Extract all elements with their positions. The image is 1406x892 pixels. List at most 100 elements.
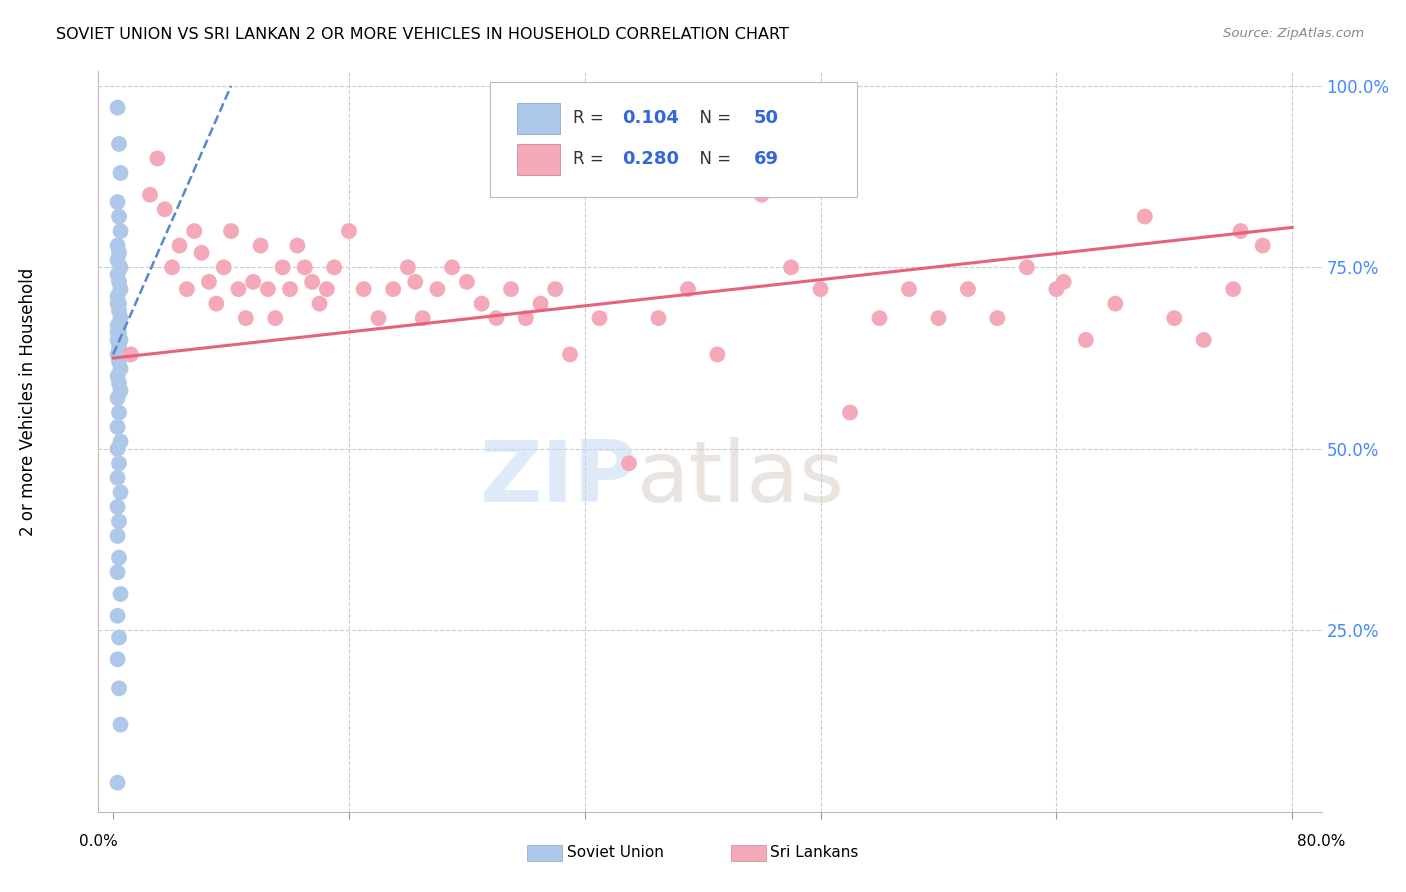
- Point: [110, 282, 132, 296]
- Point: [588, 311, 610, 326]
- Point: [107, 326, 129, 340]
- Point: [107, 471, 129, 485]
- Point: [529, 296, 551, 310]
- Point: [1053, 275, 1076, 289]
- Point: [107, 347, 129, 361]
- Point: [257, 282, 280, 296]
- Point: [108, 275, 131, 289]
- Point: [110, 587, 132, 601]
- Text: SOVIET UNION VS SRI LANKAN 2 OR MORE VEHICLES IN HOUSEHOLD CORRELATION CHART: SOVIET UNION VS SRI LANKAN 2 OR MORE VEH…: [56, 27, 789, 42]
- Point: [108, 631, 131, 645]
- Point: [1163, 311, 1185, 326]
- Point: [110, 362, 132, 376]
- Point: [110, 485, 132, 500]
- Point: [323, 260, 346, 275]
- Text: N =: N =: [689, 150, 737, 168]
- Point: [169, 238, 191, 252]
- Point: [396, 260, 419, 275]
- Point: [146, 152, 169, 166]
- Point: [839, 405, 862, 419]
- Point: [205, 296, 228, 310]
- Point: [927, 311, 949, 326]
- Point: [110, 434, 132, 449]
- Point: [264, 311, 287, 326]
- Point: [107, 608, 129, 623]
- Point: [107, 500, 129, 514]
- Point: [382, 282, 405, 296]
- Point: [108, 405, 131, 419]
- Text: atlas: atlas: [637, 437, 845, 520]
- Point: [287, 238, 309, 252]
- Point: [353, 282, 375, 296]
- Point: [108, 456, 131, 470]
- Point: [456, 275, 478, 289]
- Point: [107, 318, 129, 333]
- Point: [780, 260, 803, 275]
- Point: [471, 296, 494, 310]
- Point: [190, 245, 212, 260]
- Point: [441, 260, 464, 275]
- Point: [108, 136, 131, 151]
- Text: R =: R =: [574, 150, 609, 168]
- Text: 0.280: 0.280: [621, 150, 679, 168]
- Point: [1222, 282, 1244, 296]
- Point: [404, 275, 426, 289]
- Text: 0.104: 0.104: [621, 109, 679, 127]
- Point: [1045, 282, 1067, 296]
- Point: [751, 187, 773, 202]
- Point: [315, 282, 337, 296]
- Point: [956, 282, 979, 296]
- Point: [107, 391, 129, 405]
- Text: 50: 50: [754, 109, 779, 127]
- Point: [110, 333, 132, 347]
- Point: [367, 311, 389, 326]
- Point: [108, 550, 131, 565]
- Point: [249, 238, 271, 252]
- Point: [139, 187, 162, 202]
- Point: [198, 275, 221, 289]
- Point: [412, 311, 434, 326]
- Point: [120, 347, 142, 361]
- Point: [108, 296, 131, 310]
- Point: [107, 289, 129, 303]
- Text: Sri Lankans: Sri Lankans: [770, 846, 859, 860]
- Text: 0.0%: 0.0%: [79, 834, 118, 849]
- Point: [107, 296, 129, 310]
- Point: [228, 282, 250, 296]
- Point: [1251, 238, 1274, 252]
- Point: [110, 384, 132, 398]
- Point: [108, 681, 131, 696]
- Text: 69: 69: [754, 150, 779, 168]
- Point: [107, 442, 129, 456]
- Point: [107, 565, 129, 579]
- Point: [108, 210, 131, 224]
- Point: [153, 202, 176, 217]
- Point: [110, 166, 132, 180]
- Text: 80.0%: 80.0%: [1298, 834, 1346, 849]
- Point: [110, 717, 132, 731]
- Point: [110, 260, 132, 275]
- Point: [107, 775, 129, 789]
- Point: [212, 260, 235, 275]
- FancyBboxPatch shape: [517, 144, 560, 175]
- Point: [986, 311, 1008, 326]
- Point: [110, 311, 132, 326]
- Point: [108, 304, 131, 318]
- Text: N =: N =: [689, 109, 737, 127]
- Point: [294, 260, 316, 275]
- Point: [108, 326, 131, 340]
- Point: [107, 253, 129, 268]
- Point: [1104, 296, 1126, 310]
- Point: [558, 347, 581, 361]
- Point: [107, 529, 129, 543]
- Point: [1133, 210, 1156, 224]
- FancyBboxPatch shape: [489, 82, 856, 197]
- Point: [271, 260, 294, 275]
- Point: [242, 275, 264, 289]
- Point: [1015, 260, 1038, 275]
- Point: [426, 282, 449, 296]
- Point: [176, 282, 198, 296]
- Point: [301, 275, 323, 289]
- Point: [1074, 333, 1097, 347]
- Point: [219, 224, 242, 238]
